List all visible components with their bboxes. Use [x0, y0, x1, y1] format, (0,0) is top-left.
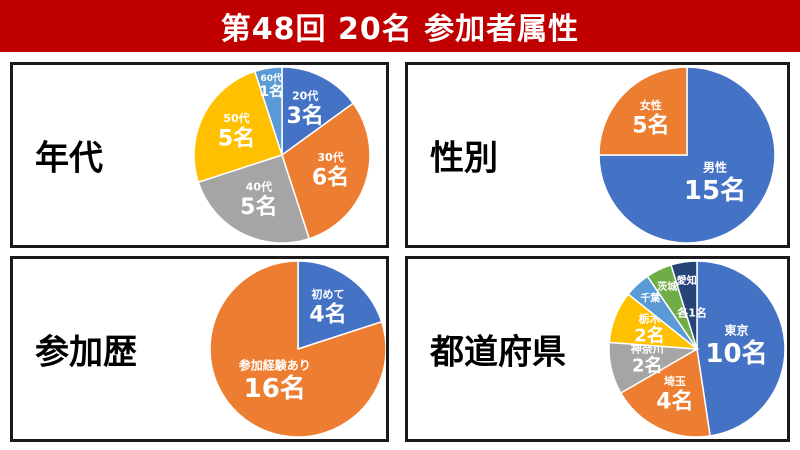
- panel-gender: 性別 男性 15名 女性 5名: [405, 62, 790, 248]
- pie-value-label-gender-1: 5名: [632, 113, 669, 139]
- pie-slice-prefecture-1: [619, 347, 711, 438]
- pie-category-label-age-2: 40代: [246, 180, 272, 194]
- panel-title-prefecture: 都道府県: [430, 332, 566, 373]
- pie-category-label-age-4: 60代: [260, 72, 282, 84]
- pie-slice-age-1: [281, 102, 371, 240]
- pie-value-label-age-4: 1名: [259, 83, 283, 100]
- pie-value-label-prefecture-3: 2名: [634, 325, 665, 347]
- pie-chart-age: 20代 3名 30代 6名 40代 5名 50代 5名 60代 1名: [189, 65, 375, 245]
- page-title: 第48回 20名 参加者属性: [220, 12, 580, 47]
- page-title-banner: 第48回 20名 参加者属性: [0, 0, 800, 52]
- panel-title-history: 参加歴: [35, 332, 137, 373]
- pie-category-label-gender-1: 女性: [640, 98, 662, 112]
- pie-value-label-gender-0: 15名: [684, 175, 746, 206]
- pie-value-label-prefecture-2: 2名: [632, 355, 663, 377]
- pie-value-label-age-3: 5名: [218, 125, 255, 151]
- pie-chart-gender: 男性 15名 女性 5名: [594, 65, 780, 245]
- pie-chart-history: 初めて 4名参加経験あり 16名: [205, 259, 386, 439]
- pie-category-label-prefecture-0: 東京: [724, 322, 748, 337]
- pie-chart-prefecture: 東京 10名 埼玉 4名 神奈川 2名 栃木 2名 千葉 茨城 愛知 各1名: [604, 259, 787, 439]
- pie-value-label-history-0: 4名: [309, 301, 346, 327]
- pie-category-label-prefecture-4: 千葉: [640, 292, 661, 305]
- pie-slice-age-4: [253, 66, 283, 156]
- pie-slice-prefecture-0: [696, 260, 786, 437]
- pie-slice-gender-1: [598, 66, 688, 156]
- panel-age: 年代 20代 3名 30代 6名 40代 5名 50代 5名 60代 1名: [10, 62, 389, 248]
- panel-title-age: 年代: [35, 138, 103, 179]
- pie-label-prefecture-6: 愛知: [677, 274, 697, 287]
- pie-category-label-gender-0: 男性: [703, 159, 727, 174]
- pie-slice-history-0: [297, 260, 383, 351]
- pie-value-label-history-1: 16名: [244, 373, 306, 404]
- pie-value-label-age-2: 5名: [240, 194, 277, 220]
- pie-category-label-age-0: 20代: [292, 89, 318, 103]
- pie-category-label-history-1: 参加経験あり: [239, 357, 311, 372]
- pie-slice-age-3: [193, 70, 283, 184]
- pie-value-label-prefecture-0: 10名: [705, 338, 767, 369]
- pie-category-label-prefecture-5: 茨城: [657, 280, 677, 293]
- panel-history: 参加歴 初めて 4名参加経験あり 16名: [10, 256, 389, 442]
- pie-category-label-prefecture-6: 愛知: [677, 274, 697, 287]
- panel-title-gender: 性別: [430, 138, 498, 179]
- pie-slice-age-0: [281, 66, 355, 157]
- pie-slice-age-2: [197, 154, 311, 244]
- pie-category-label-history-0: 初めて: [312, 287, 345, 301]
- pie-category-label-prefecture-1: 埼玉: [664, 374, 686, 388]
- pie-slice-prefecture-6: [670, 260, 698, 350]
- pie-slice-history-1: [209, 260, 386, 438]
- pie-annotation-prefecture: 各1名: [676, 305, 707, 319]
- pie-value-label-age-1: 6名: [312, 164, 349, 190]
- pie-value-label-age-0: 3名: [287, 103, 324, 129]
- panel-prefecture: 都道府県 東京 10名 埼玉 4名 神奈川 2名 栃木 2名 千葉 茨城 愛知 各1名: [405, 256, 790, 442]
- pie-category-label-age-3: 50代: [223, 111, 249, 125]
- pie-label-prefecture-4: 千葉: [640, 292, 661, 305]
- pie-value-label-prefecture-1: 4名: [656, 389, 693, 415]
- pie-category-label-age-1: 30代: [317, 150, 343, 164]
- pie-label-prefecture-5: 茨城: [657, 280, 677, 293]
